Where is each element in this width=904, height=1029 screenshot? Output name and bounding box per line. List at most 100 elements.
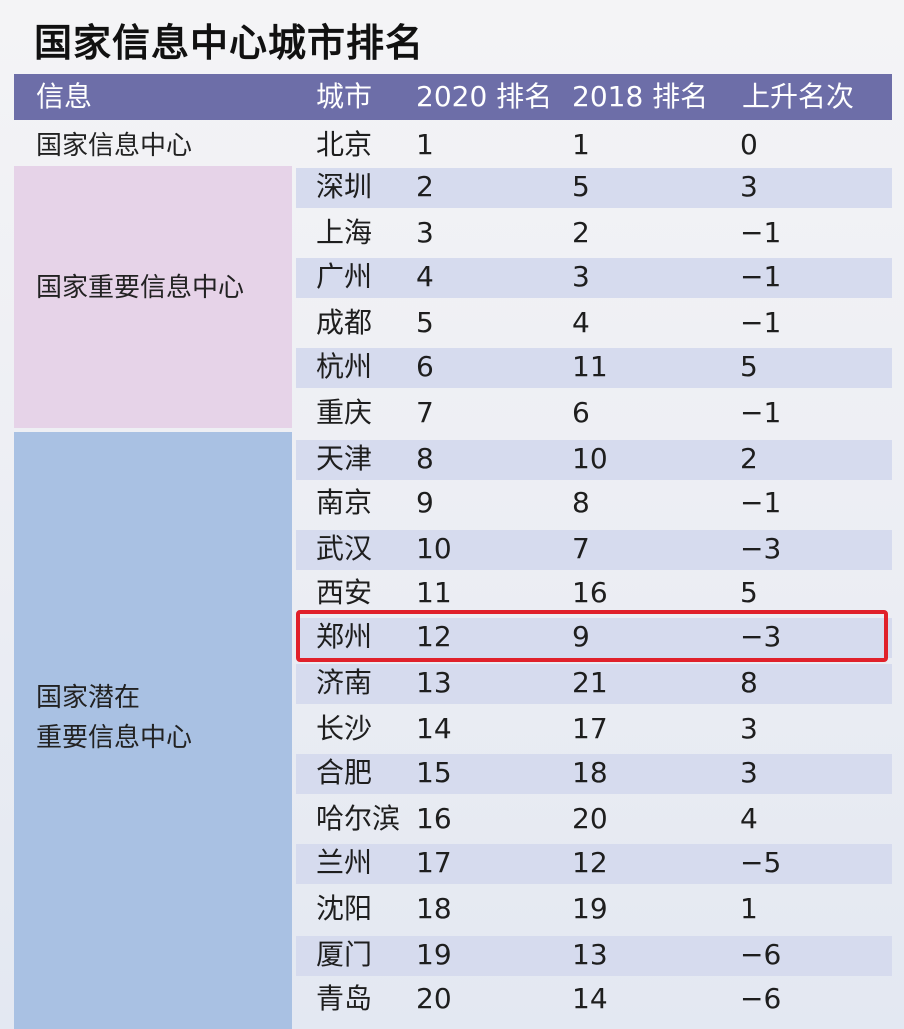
rank-2020-cell: 2 bbox=[416, 170, 434, 203]
table-row: 武汉 10 7 −3 bbox=[296, 530, 892, 570]
city-cell: 沈阳 bbox=[316, 892, 373, 925]
table-row: 青岛 20 14 −6 bbox=[296, 980, 892, 1020]
city-cell: 广州 bbox=[316, 260, 373, 293]
rank-2018-cell: 19 bbox=[572, 892, 608, 925]
table-row: 杭州 6 11 5 bbox=[296, 348, 892, 388]
rank-2018-cell: 6 bbox=[572, 396, 590, 429]
rank-2018-cell: 18 bbox=[572, 756, 608, 789]
city-cell: 济南 bbox=[316, 666, 373, 699]
rank-2018-cell: 7 bbox=[572, 532, 590, 565]
change-cell: −3 bbox=[740, 620, 782, 653]
rank-2018-cell: 1 bbox=[572, 128, 590, 161]
table-row: 天津 8 10 2 bbox=[296, 440, 892, 480]
rank-2020-cell: 12 bbox=[416, 620, 452, 653]
group-national: 国家信息中心 bbox=[14, 124, 292, 164]
change-cell: 4 bbox=[740, 802, 758, 835]
rank-2020-cell: 6 bbox=[416, 350, 434, 383]
change-cell: 3 bbox=[740, 170, 758, 203]
table-row: 西安 11 16 5 bbox=[296, 574, 892, 614]
rank-2018-cell: 8 bbox=[572, 486, 590, 519]
table-row: 广州 4 3 −1 bbox=[296, 258, 892, 298]
header-rank-2018: 2018 排名 bbox=[572, 80, 709, 113]
city-cell: 郑州 bbox=[316, 620, 373, 653]
rank-2018-cell: 11 bbox=[572, 350, 608, 383]
city-cell: 合肥 bbox=[316, 756, 373, 789]
city-cell: 西安 bbox=[316, 576, 373, 609]
table-row: 沈阳 18 19 1 bbox=[296, 890, 892, 930]
city-cell: 重庆 bbox=[316, 396, 373, 429]
rank-2018-cell: 2 bbox=[572, 216, 590, 249]
city-cell: 厦门 bbox=[316, 938, 373, 971]
change-cell: −1 bbox=[740, 216, 782, 249]
table-row: 厦门 19 13 −6 bbox=[296, 936, 892, 976]
group-important: 国家重要信息中心 bbox=[14, 166, 292, 428]
city-cell: 北京 bbox=[316, 128, 373, 161]
change-cell: 3 bbox=[740, 756, 758, 789]
header-rank-2020: 2020 排名 bbox=[416, 80, 553, 113]
table-row: 南京 9 8 −1 bbox=[296, 484, 892, 524]
city-cell: 杭州 bbox=[316, 350, 373, 383]
rank-2020-cell: 14 bbox=[416, 712, 452, 745]
city-cell: 上海 bbox=[316, 216, 373, 249]
city-cell: 哈尔滨 bbox=[316, 802, 401, 835]
rank-2018-cell: 5 bbox=[572, 170, 590, 203]
city-cell: 兰州 bbox=[316, 846, 373, 879]
change-cell: 5 bbox=[740, 350, 758, 383]
change-cell: −6 bbox=[740, 982, 782, 1015]
city-cell: 青岛 bbox=[316, 982, 373, 1015]
change-cell: −5 bbox=[740, 846, 782, 879]
table-row: 深圳 2 5 3 bbox=[296, 168, 892, 208]
rank-2018-cell: 14 bbox=[572, 982, 608, 1015]
rank-2018-cell: 20 bbox=[572, 802, 608, 835]
rank-2020-cell: 11 bbox=[416, 576, 452, 609]
city-cell: 深圳 bbox=[316, 170, 373, 203]
change-cell: −1 bbox=[740, 306, 782, 339]
header-change: 上升名次 bbox=[742, 80, 855, 113]
rank-2020-cell: 13 bbox=[416, 666, 452, 699]
change-cell: −1 bbox=[740, 486, 782, 519]
table-row: 济南 13 21 8 bbox=[296, 664, 892, 704]
rank-2020-cell: 17 bbox=[416, 846, 452, 879]
highlight-box bbox=[296, 610, 888, 662]
rank-2020-cell: 15 bbox=[416, 756, 452, 789]
rank-2020-cell: 16 bbox=[416, 802, 452, 835]
table-row: 郑州 12 9 −3 bbox=[296, 618, 892, 658]
change-cell: −1 bbox=[740, 260, 782, 293]
rank-2018-cell: 17 bbox=[572, 712, 608, 745]
rank-2018-cell: 4 bbox=[572, 306, 590, 339]
table-row: 兰州 17 12 −5 bbox=[296, 844, 892, 884]
header-info: 信息 bbox=[36, 80, 93, 113]
rank-2020-cell: 7 bbox=[416, 396, 434, 429]
rank-2018-cell: 13 bbox=[572, 938, 608, 971]
city-cell: 长沙 bbox=[316, 712, 373, 745]
table-row: 成都 5 4 −1 bbox=[296, 304, 892, 344]
table-row: 哈尔滨 16 20 4 bbox=[296, 800, 892, 840]
change-cell: −3 bbox=[740, 532, 782, 565]
page-title: 国家信息中心城市排名 bbox=[34, 21, 425, 65]
table-row: 重庆 7 6 −1 bbox=[296, 394, 892, 434]
rank-2020-cell: 9 bbox=[416, 486, 434, 519]
change-cell: 0 bbox=[740, 128, 758, 161]
table-row: 合肥 15 18 3 bbox=[296, 754, 892, 794]
rank-2020-cell: 18 bbox=[416, 892, 452, 925]
change-cell: 2 bbox=[740, 442, 758, 475]
rank-2020-cell: 19 bbox=[416, 938, 452, 971]
city-cell: 南京 bbox=[316, 486, 373, 519]
rank-2020-cell: 20 bbox=[416, 982, 452, 1015]
group-label-potential-line2: 重要信息中心 bbox=[36, 723, 193, 753]
rank-2020-cell: 10 bbox=[416, 532, 452, 565]
table-row: 长沙 14 17 3 bbox=[296, 710, 892, 750]
change-cell: 5 bbox=[740, 576, 758, 609]
rank-2020-cell: 4 bbox=[416, 260, 434, 293]
header-city: 城市 bbox=[316, 80, 373, 113]
change-cell: 3 bbox=[740, 712, 758, 745]
table-row: 上海 3 2 −1 bbox=[296, 214, 892, 254]
rank-2018-cell: 21 bbox=[572, 666, 608, 699]
table-header: 信息 城市 2020 排名 2018 排名 上升名次 bbox=[14, 74, 892, 120]
city-cell: 成都 bbox=[316, 306, 373, 339]
group-label-national: 国家信息中心 bbox=[36, 131, 193, 161]
change-cell: 8 bbox=[740, 666, 758, 699]
city-cell: 武汉 bbox=[316, 532, 373, 565]
group-potential: 国家潜在 重要信息中心 bbox=[14, 432, 292, 1029]
rank-2018-cell: 3 bbox=[572, 260, 590, 293]
